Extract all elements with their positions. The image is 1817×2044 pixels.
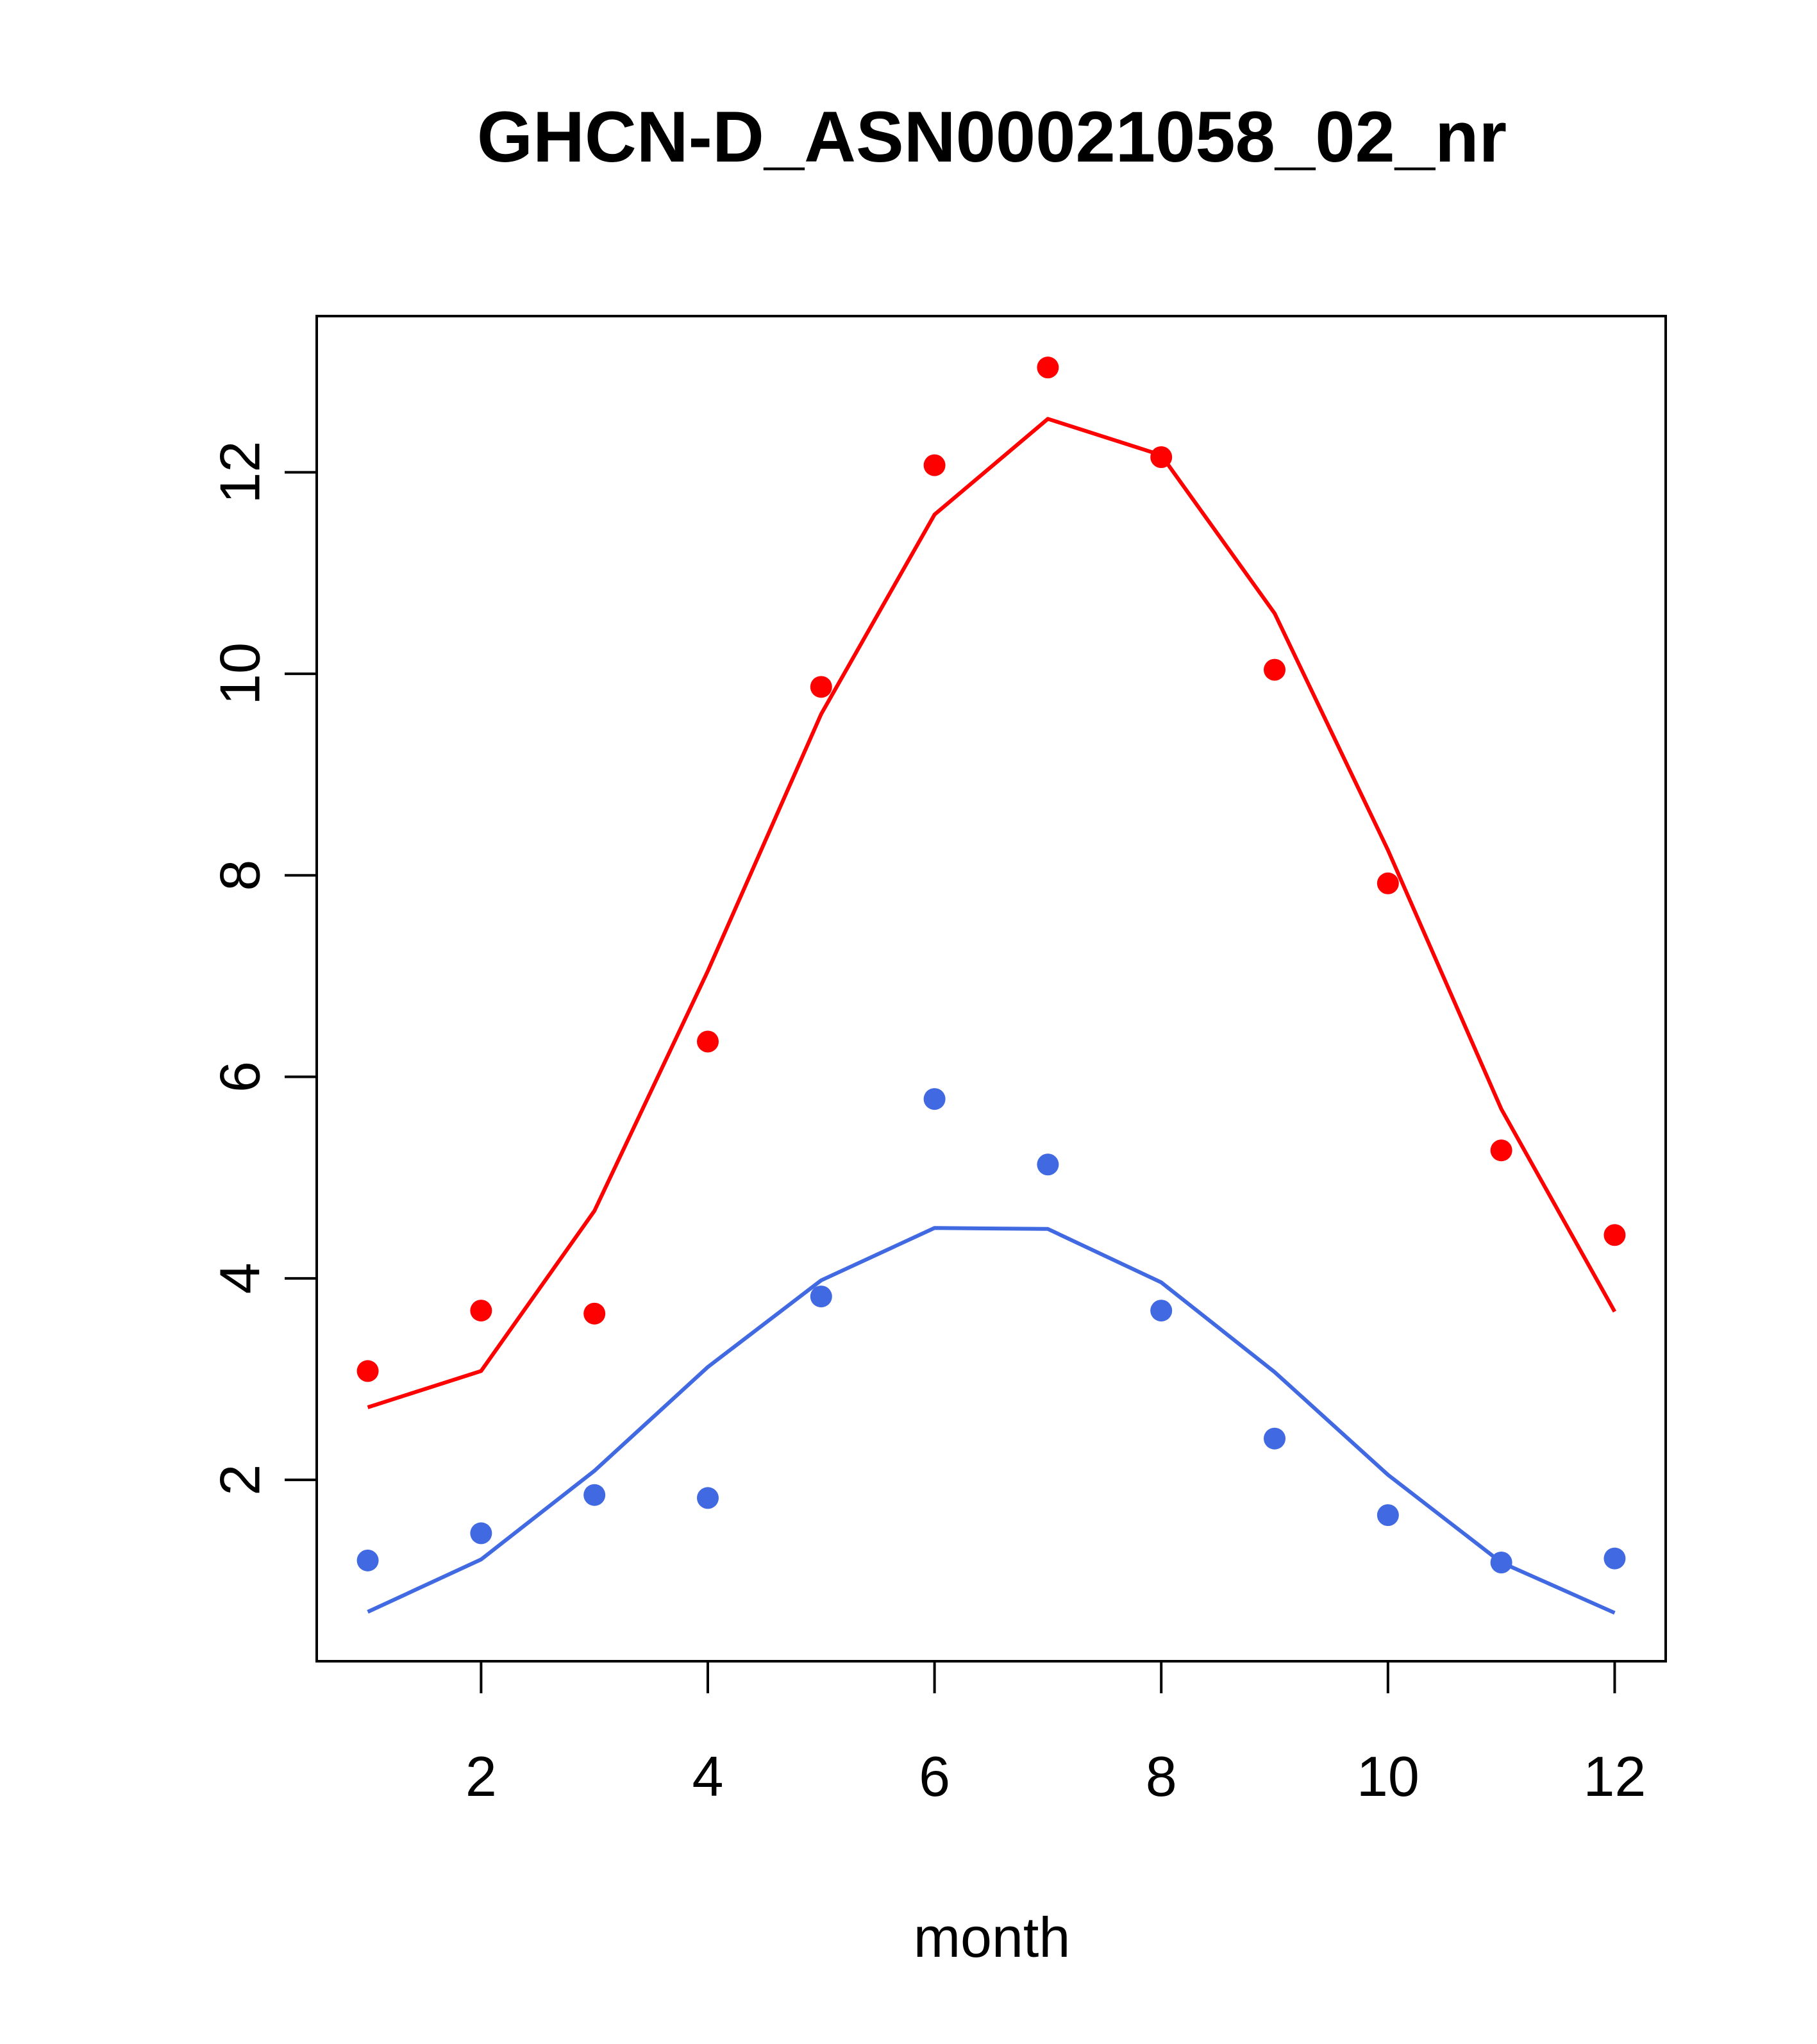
x-tick-label: 6 xyxy=(919,1745,950,1808)
y-tick-label: 8 xyxy=(208,860,272,891)
series-1-point xyxy=(1150,446,1173,469)
series-1-point xyxy=(1490,1139,1512,1162)
series-1-point xyxy=(696,1030,719,1053)
series-2-line xyxy=(367,1226,1616,1615)
series-2-point xyxy=(1150,1300,1173,1322)
y-axis: 2 4 6 8 10 12 xyxy=(208,441,318,1496)
series-1-point xyxy=(1037,356,1059,379)
x-tick-label: 12 xyxy=(1583,1745,1646,1808)
plot-frame xyxy=(315,315,1667,1663)
series-1-point xyxy=(470,1300,492,1322)
series-2-point xyxy=(1603,1547,1626,1570)
series-1-point xyxy=(810,676,832,698)
series-1-point xyxy=(1264,658,1286,681)
y-tick-label: 12 xyxy=(208,441,272,504)
y-tick-label: 2 xyxy=(208,1464,272,1496)
series-2-point xyxy=(1490,1551,1512,1573)
series-1-point xyxy=(923,454,946,476)
x-axis: 2 4 6 8 10 12 xyxy=(465,1660,1646,1808)
y-tick-label: 4 xyxy=(208,1262,272,1294)
y-tick-label: 6 xyxy=(208,1061,272,1093)
x-tick-label: 4 xyxy=(692,1745,724,1808)
x-tick-label: 8 xyxy=(1146,1745,1177,1808)
series-2-point xyxy=(356,1549,379,1571)
series-2-point xyxy=(1377,1504,1399,1527)
series-1-point xyxy=(1377,872,1399,894)
y-tick-label: 10 xyxy=(208,642,272,705)
series-2-point xyxy=(923,1088,946,1110)
series-1-line xyxy=(367,417,1617,1409)
series-2-point xyxy=(470,1522,492,1545)
series-2-point xyxy=(1264,1427,1286,1450)
x-tick-label: 10 xyxy=(1357,1745,1419,1808)
series-2-point xyxy=(1037,1153,1059,1176)
series-layer xyxy=(356,356,1626,1615)
chart-title: GHCN-D_ASN00021058_02_nr xyxy=(477,97,1507,177)
series-2-point xyxy=(810,1286,832,1308)
series-2-point xyxy=(696,1487,719,1509)
series-1-point xyxy=(583,1302,606,1325)
x-axis-title: month xyxy=(914,1906,1071,1969)
x-tick-label: 2 xyxy=(465,1745,497,1808)
series-1-point xyxy=(1603,1224,1626,1246)
series-2-point xyxy=(583,1484,606,1506)
series-1-point xyxy=(356,1360,379,1382)
